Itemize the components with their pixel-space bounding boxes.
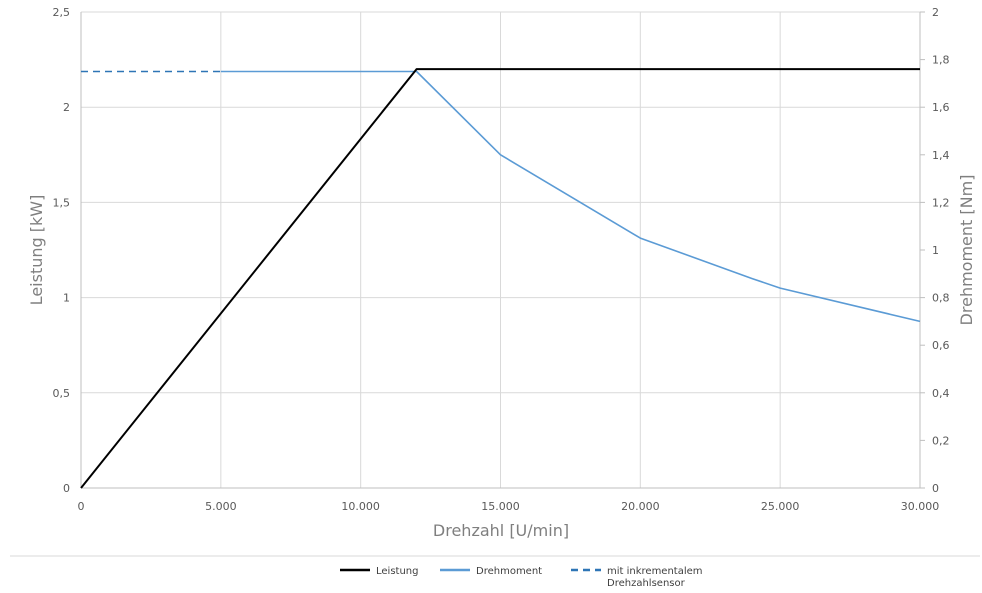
y-right-tick-label: 0,6: [932, 339, 950, 352]
x-tick-label: 15.000: [481, 500, 520, 513]
series-line-drehmoment: [220, 70, 921, 323]
x-tick-label: 20.000: [621, 500, 660, 513]
y-left-tick-label: 2: [63, 101, 70, 114]
y-left-tick-label: 0,5: [53, 387, 71, 400]
x-tick-label: 5.000: [205, 500, 237, 513]
x-tick-label: 25.000: [761, 500, 800, 513]
legend-label: Drehzahlsensor: [607, 578, 686, 589]
y-right-tick-label: 1: [932, 244, 939, 257]
y-right-axis-title: Drehmoment [Nm]: [957, 175, 976, 326]
y-left-tick-label: 0: [63, 482, 70, 495]
y-left-tick-label: 2,5: [53, 6, 71, 19]
y-right-tick-label: 1,2: [932, 196, 950, 209]
y-right-tick-label: 1,4: [932, 149, 950, 162]
y-left-axis-title: Leistung [kW]: [27, 195, 46, 306]
tick-labels: 0 5.000 10.000 15.000 20.000 25.000 30.000 0 0,5…: [53, 6, 950, 513]
y-right-tick-label: 0: [932, 482, 939, 495]
y-right-tick-label: 2: [932, 6, 939, 19]
legend: Leistung Drehmoment mit inkrementalemDrehz…: [340, 566, 703, 589]
x-tick-label: 0: [78, 500, 85, 513]
x-tick-label: 30.000: [901, 500, 940, 513]
y-right-tick-label: 0,4: [932, 387, 950, 400]
legend-label: mit inkrementalem: [607, 566, 703, 577]
legend-label: Leistung: [376, 566, 418, 577]
axes: [80, 11, 925, 489]
y-left-tick-label: 1,5: [53, 196, 71, 209]
series-line-leistung: [80, 68, 920, 489]
y-right-tick-label: 1,6: [932, 101, 950, 114]
x-axis-title: Drehzahl [U/min]: [433, 521, 569, 540]
series-lines: [80, 68, 921, 489]
y-right-tick-label: 0,2: [932, 434, 950, 447]
y-left-tick-label: 1: [63, 292, 70, 305]
legend-label: Drehmoment: [476, 566, 542, 577]
x-tick-label: 10.000: [341, 500, 380, 513]
y-right-tick-label: 0,8: [932, 292, 950, 305]
gridlines: [81, 11, 921, 488]
y-right-tick-label: 1,8: [932, 54, 950, 67]
